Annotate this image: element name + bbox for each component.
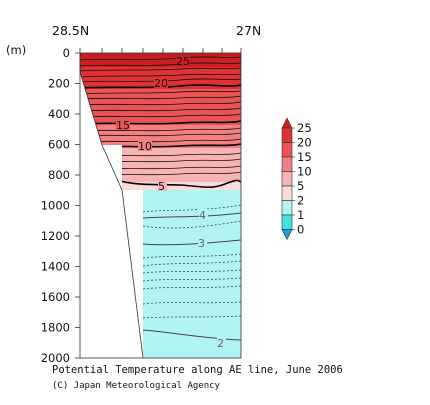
colorbar-arrow-top <box>281 117 293 129</box>
colorbar-bin <box>281 214 293 230</box>
colorbar-bin <box>281 171 293 187</box>
y-tick-label: 200 <box>48 77 70 91</box>
colorbar-bin <box>281 156 293 172</box>
colorbar-bin <box>281 200 293 216</box>
colorbar-bin <box>281 142 293 158</box>
contour-label-25: 25 <box>176 55 190 68</box>
y-axis-ticks: 0 200 400 600 800 1000 1200 1400 1600 1800 2000 <box>41 46 80 365</box>
y-tick-label: 1400 <box>41 260 70 274</box>
colorbar-tick-label: 1 <box>297 208 304 222</box>
colorbar-tick-label: 20 <box>297 136 312 150</box>
colorbar-bin <box>281 127 293 143</box>
y-tick-label: 800 <box>48 168 70 182</box>
y-tick-label: 600 <box>48 138 70 152</box>
y-tick-label: 1200 <box>41 229 70 243</box>
contour-label-2: 2 <box>217 337 224 350</box>
y-tick-label: 2000 <box>41 351 70 365</box>
colorbar-arrow-bottom <box>281 229 293 241</box>
contour-label-4: 4 <box>199 209 206 222</box>
contour-3 <box>142 239 241 246</box>
contour-label-3: 3 <box>198 237 205 250</box>
contour-2 <box>142 329 241 341</box>
lat-label-west: 28.5N <box>52 23 89 38</box>
contour-20 <box>80 84 241 89</box>
figure-caption: Potential Temperature along AE line, Jun… <box>52 364 343 376</box>
y-unit-label: (m) <box>6 43 26 57</box>
band-above-25 <box>80 53 241 67</box>
y-tick-label: 1000 <box>41 199 70 213</box>
band-10-15 <box>80 125 241 148</box>
y-tick-label: 0 <box>63 46 70 60</box>
colorbar-tick-label: 15 <box>297 150 312 164</box>
colorbar-tick-label: 10 <box>297 165 312 179</box>
colorbar-tick-label: 5 <box>297 179 304 193</box>
lat-label-east: 27N <box>236 23 261 38</box>
deep-contour-lines <box>142 204 241 319</box>
station-ticks <box>79 48 242 53</box>
band-15-20 <box>80 89 241 125</box>
colorbar-bin <box>281 185 293 201</box>
contour-label-5: 5 <box>158 180 165 193</box>
y-tick-label: 400 <box>48 107 70 121</box>
contour-label-20: 20 <box>154 77 168 90</box>
contour-labels: 25 20 15 10 5 4 3 2 <box>116 55 226 350</box>
deep-main-contours <box>142 212 241 341</box>
contour-4 <box>142 212 241 219</box>
colorbar-tick-label: 25 <box>297 121 312 135</box>
figure-credit: (C) Japan Meteorological Agency <box>52 381 221 391</box>
colorbar-tick-label: 0 <box>297 223 304 237</box>
y-tick-label: 1800 <box>41 321 70 335</box>
colorbar-tick-label: 2 <box>297 194 304 208</box>
contour-label-15: 15 <box>116 119 130 132</box>
y-tick-label: 1600 <box>41 290 70 304</box>
contour-5 <box>119 179 241 189</box>
contour-label-10: 10 <box>138 140 152 153</box>
contour-15 <box>80 120 241 125</box>
